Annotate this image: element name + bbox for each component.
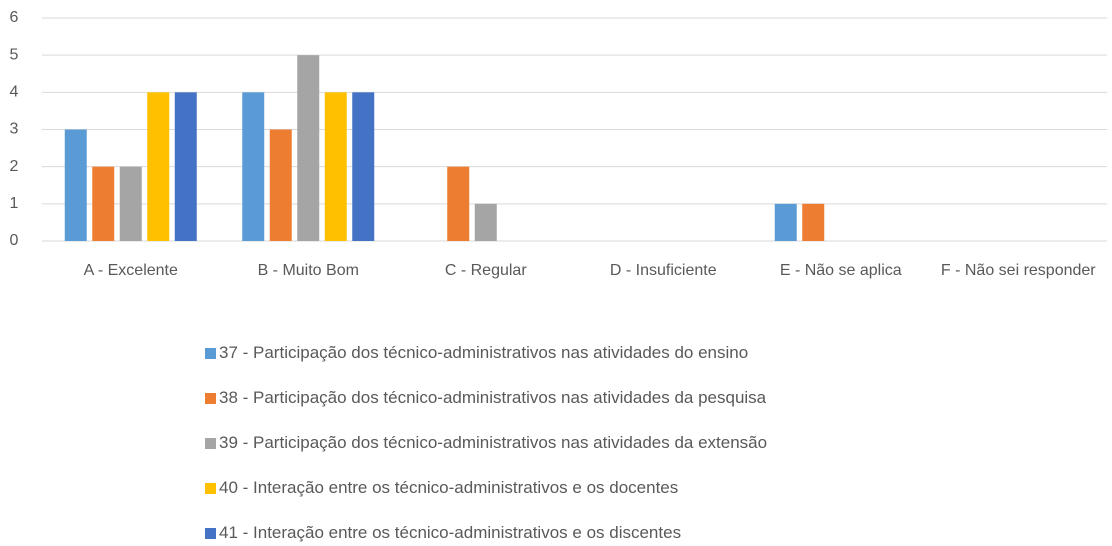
legend-label: 40 - Interação entre os técnico-administ… bbox=[219, 478, 679, 497]
y-tick-label: 2 bbox=[10, 158, 19, 175]
x-tick-label: E - Não se aplica bbox=[779, 262, 902, 279]
bar bbox=[297, 55, 320, 241]
legend-swatch bbox=[205, 392, 216, 404]
bar bbox=[147, 92, 170, 241]
legend-swatch bbox=[205, 482, 216, 494]
legend-item: 38 - Participação dos técnico-administra… bbox=[205, 388, 766, 408]
legend-swatch bbox=[205, 527, 216, 539]
bar bbox=[92, 166, 115, 241]
y-tick-label: 4 bbox=[10, 84, 19, 101]
legend-item: 41 - Interação entre os técnico-administ… bbox=[205, 523, 681, 543]
legend-item: 40 - Interação entre os técnico-administ… bbox=[205, 478, 678, 498]
legend-item: 37 - Participação dos técnico-administra… bbox=[205, 343, 748, 363]
legend-label: 38 - Participação dos técnico-administra… bbox=[219, 388, 767, 407]
x-tick-label: C - Regular bbox=[444, 262, 527, 279]
legend-swatch bbox=[205, 437, 216, 449]
bar bbox=[352, 92, 375, 241]
bar bbox=[802, 203, 825, 241]
y-tick-label: 3 bbox=[10, 121, 19, 138]
legend-label: 39 - Participação dos técnico-administra… bbox=[219, 433, 768, 452]
y-tick-label: 1 bbox=[10, 195, 19, 212]
y-tick-label: 5 bbox=[10, 46, 19, 63]
legend-label: 41 - Interação entre os técnico-administ… bbox=[219, 523, 682, 542]
x-tick-label: B - Muito Bom bbox=[257, 262, 359, 279]
x-tick-label: A - Excelente bbox=[83, 262, 178, 279]
y-tick-label: 0 bbox=[10, 232, 19, 249]
legend-swatch bbox=[205, 347, 216, 359]
bar bbox=[64, 129, 87, 241]
x-tick-label: F - Não sei responder bbox=[940, 262, 1096, 279]
bar bbox=[774, 203, 797, 241]
bar bbox=[174, 92, 197, 241]
bar bbox=[242, 92, 265, 241]
legend-item: 39 - Participação dos técnico-administra… bbox=[205, 433, 767, 453]
legend-label: 37 - Participação dos técnico-administra… bbox=[219, 343, 749, 362]
bar bbox=[324, 92, 347, 241]
bar bbox=[474, 203, 497, 241]
bar bbox=[119, 166, 142, 241]
x-tick-label: D - Insuficiente bbox=[609, 262, 717, 279]
bar bbox=[269, 129, 292, 241]
bar bbox=[447, 166, 470, 241]
y-tick-label: 6 bbox=[10, 9, 19, 26]
